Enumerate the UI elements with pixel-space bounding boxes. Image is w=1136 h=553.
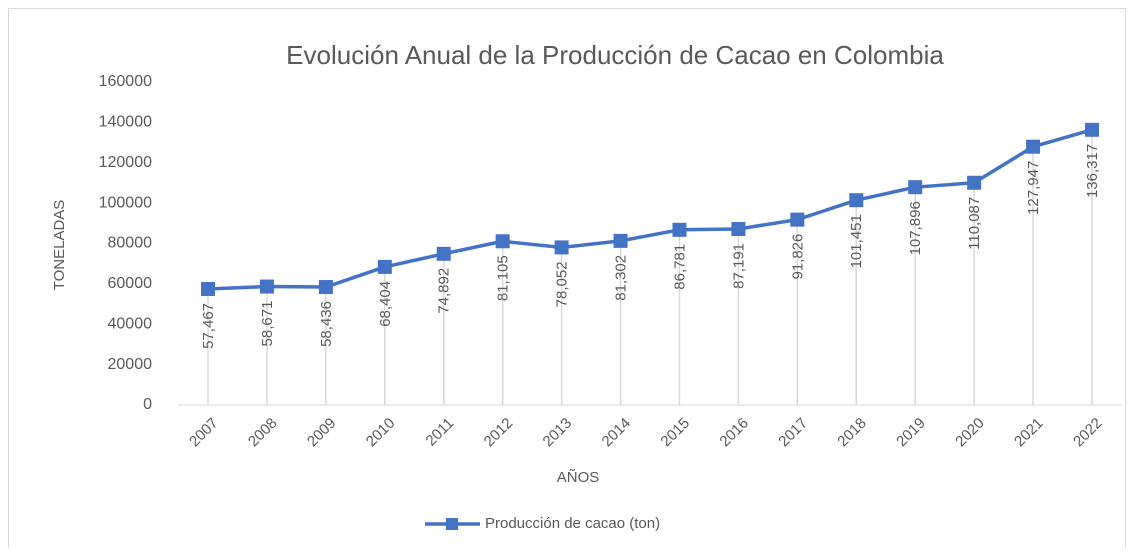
point	[1026, 139, 1041, 154]
legend-marker	[446, 518, 458, 530]
y-tick-label: 80000	[108, 235, 153, 252]
data-label: 57,467	[200, 303, 217, 349]
x-axis-label: AÑOS	[557, 469, 600, 486]
data-label: 58,436	[318, 301, 335, 347]
point	[849, 193, 864, 208]
point	[613, 233, 628, 248]
point	[318, 280, 333, 295]
point	[731, 221, 746, 236]
data-label: 136,317	[1084, 144, 1101, 198]
point	[672, 222, 687, 237]
y-axis-label: TONELADAS	[51, 200, 68, 291]
y-tick-label: 20000	[108, 356, 153, 373]
data-label: 78,052	[554, 261, 571, 307]
point	[967, 175, 982, 190]
point	[1085, 122, 1099, 137]
point	[436, 246, 451, 261]
point	[377, 259, 392, 274]
data-label: 87,191	[730, 243, 747, 289]
data-label: 74,892	[436, 268, 453, 314]
data-label: 127,947	[1025, 161, 1042, 215]
point	[259, 279, 274, 294]
data-label: 110,087	[966, 197, 983, 250]
y-tick-label: 140000	[99, 114, 152, 131]
point	[201, 281, 215, 296]
point	[908, 180, 923, 195]
data-label: 86,781	[671, 244, 688, 290]
data-label: 107,896	[907, 201, 924, 255]
point	[495, 234, 510, 249]
y-tick-label: 120000	[99, 154, 152, 171]
point	[554, 240, 569, 255]
y-tick-label: 60000	[108, 275, 153, 292]
data-label: 81,105	[495, 255, 512, 301]
data-label: 58,671	[259, 301, 276, 347]
chart-border	[8, 8, 1126, 553]
data-label: 81,302	[613, 255, 630, 301]
data-label: 91,826	[789, 234, 806, 280]
data-label: 101,451	[848, 214, 865, 268]
data-label: 68,404	[377, 281, 394, 327]
y-tick-label: 100000	[99, 194, 152, 211]
chart-title: Evolución Anual de la Producción de Caca…	[286, 40, 944, 70]
y-tick-label: 0	[143, 396, 152, 413]
legend-label: Producción de cacao (ton)	[485, 515, 660, 532]
y-tick-label: 160000	[99, 73, 152, 90]
y-tick-label: 40000	[108, 315, 153, 332]
point	[790, 212, 805, 227]
series-line	[207, 128, 1093, 291]
